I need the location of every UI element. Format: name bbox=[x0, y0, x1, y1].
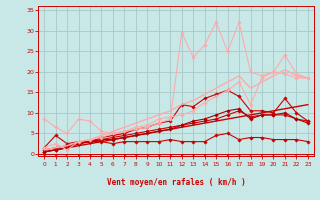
X-axis label: Vent moyen/en rafales ( km/h ): Vent moyen/en rafales ( km/h ) bbox=[107, 178, 245, 187]
